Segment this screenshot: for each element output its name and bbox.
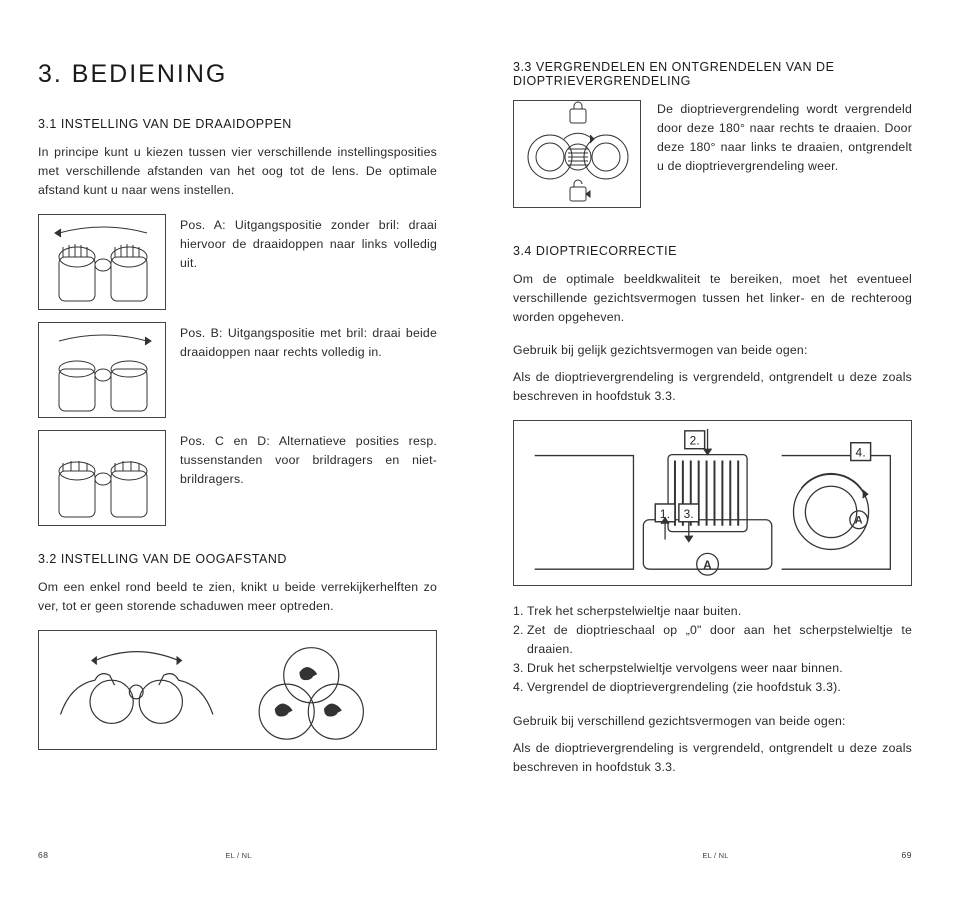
list-item: 4.Vergrendel de dioptrievergrendeling (z… bbox=[513, 678, 912, 697]
list-item: 3.Druk het scherpstelwieltje vervolgens … bbox=[513, 659, 912, 678]
section-33-diagram bbox=[513, 100, 641, 208]
list-item: 2.Zet de dioptrieschaal op „0" door aan … bbox=[513, 621, 912, 659]
pos-a-row: Pos. A: Uitgangspositie zonder bril: dra… bbox=[38, 214, 437, 310]
footer-lang-left: EL / NL bbox=[225, 851, 251, 860]
page-left: 3. BEDIENING 3.1 INSTELLING VAN DE DRAAI… bbox=[0, 60, 477, 882]
pos-b-row: Pos. B: Uitgangspositie met bril: draai … bbox=[38, 322, 437, 418]
page-right: 3.3 VERGRENDELEN EN ONTGRENDELEN VAN DE … bbox=[477, 60, 954, 882]
section-33-row: De dioptrievergrendeling wordt vergrende… bbox=[513, 100, 912, 208]
pos-b-text: Pos. B: Uitgangspositie met bril: draai … bbox=[180, 322, 437, 362]
pos-b-diagram bbox=[38, 322, 166, 418]
section-32: 3.2 INSTELLING VAN DE OOGAFSTAND Om een … bbox=[38, 552, 437, 750]
section-33-title: 3.3 VERGRENDELEN EN ONTGRENDELEN VAN DE … bbox=[513, 60, 912, 88]
pos-cd-text: Pos. C en D: Alternatieve posities resp.… bbox=[180, 430, 437, 489]
section-32-diagram bbox=[38, 630, 437, 750]
section-31-intro: In principe kunt u kiezen tussen vier ve… bbox=[38, 143, 437, 200]
pos-a-diagram bbox=[38, 214, 166, 310]
section-34-intro: Om de optimale beeldkwaliteit te bereike… bbox=[513, 270, 912, 327]
section-32-text: Om een enkel rond beeld te zien, knikt u… bbox=[38, 578, 437, 616]
chapter-title: 3. BEDIENING bbox=[38, 60, 437, 89]
section-34-diff-text: Als de dioptrievergrendeling is vergrend… bbox=[513, 739, 912, 777]
section-32-title: 3.2 INSTELLING VAN DE OOGAFSTAND bbox=[38, 552, 437, 566]
section-34-equal-heading: Gebruik bij gelijk gezichtsvermogen van … bbox=[513, 341, 912, 360]
section-31-title: 3.1 INSTELLING VAN DE DRAAIDOPPEN bbox=[38, 117, 437, 131]
pos-cd-diagram bbox=[38, 430, 166, 526]
pos-a-text: Pos. A: Uitgangspositie zonder bril: dra… bbox=[180, 214, 437, 273]
page-spread: 3. BEDIENING 3.1 INSTELLING VAN DE DRAAI… bbox=[0, 0, 954, 902]
svg-text:A: A bbox=[703, 558, 712, 572]
pos-cd-row: Pos. C en D: Alternatieve posities resp.… bbox=[38, 430, 437, 526]
svg-text:4.: 4. bbox=[856, 446, 866, 460]
footer-lang-right: EL / NL bbox=[702, 851, 728, 860]
section-33-text: De dioptrievergrendeling wordt vergrende… bbox=[657, 100, 912, 208]
section-34-steps: 1.Trek het scherpstelwieltje naar buiten… bbox=[513, 602, 912, 697]
section-34-equal-text: Als de dioptrievergrendeling is vergrend… bbox=[513, 368, 912, 406]
section-34-title: 3.4 DIOPTRIECORRECTIE bbox=[513, 244, 912, 258]
svg-text:2.: 2. bbox=[690, 434, 700, 448]
section-34-diff-heading: Gebruik bij verschillend gezichtsvermoge… bbox=[513, 712, 912, 731]
page-number-left: 68 bbox=[38, 850, 48, 860]
svg-text:3.: 3. bbox=[684, 507, 694, 521]
svg-text:A: A bbox=[855, 515, 863, 527]
page-number-right: 69 bbox=[902, 850, 912, 860]
list-item: 1.Trek het scherpstelwieltje naar buiten… bbox=[513, 602, 912, 621]
section-34-diagram: A A 2. 1. bbox=[513, 420, 912, 586]
